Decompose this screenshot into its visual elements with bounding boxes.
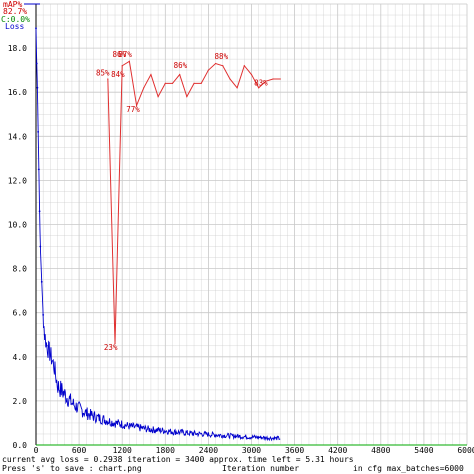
- map-point: [150, 73, 152, 76]
- x-tick-labels: 0 600 1200 1800 2400 3000 3600 4200 4800 5400 6000: [34, 446, 474, 455]
- map-point: [236, 87, 238, 89]
- y-tick-label: 6.0: [13, 309, 28, 318]
- y-tick-label: 8.0: [13, 265, 28, 274]
- map-point: [229, 78, 231, 80]
- loss-point: [35, 62, 38, 65]
- map-point: [186, 96, 188, 98]
- loss-point: [36, 86, 39, 89]
- map-point: [121, 65, 123, 67]
- x-tick-label: 1800: [156, 446, 175, 455]
- map-point: [128, 60, 130, 62]
- status-line-max-batches: in cfg max_batches=6000: [353, 464, 464, 473]
- x-tick-label: 4200: [328, 446, 347, 455]
- map-point: [200, 82, 202, 84]
- loss-point: [45, 344, 48, 347]
- x-tick-label: 1200: [113, 446, 132, 455]
- map-point: [222, 65, 224, 67]
- x-tick-label: 5400: [414, 446, 433, 455]
- map-annotation-label: 85%: [96, 69, 110, 78]
- loss-series: [35, 27, 281, 442]
- y-tick-label: 18.0: [8, 44, 27, 53]
- y-tick-label: 16.0: [8, 88, 27, 97]
- axes: [35, 4, 467, 446]
- map-point: [279, 78, 281, 80]
- loss-line: [35, 28, 281, 442]
- map-point: [171, 82, 174, 84]
- map-point: [114, 342, 116, 345]
- status-line-current: current avg loss = 0.2938 iteration = 34…: [2, 455, 354, 464]
- y-tick-label: 10.0: [8, 221, 27, 230]
- map-annotation-label: 83%: [254, 79, 268, 88]
- y-tick-label: 12.0: [8, 176, 27, 185]
- map-annotation-label: 88%: [215, 52, 229, 61]
- map-point: [250, 73, 253, 76]
- map-annotation-label: 84%: [111, 70, 125, 79]
- map-annotation-label: 86%: [174, 61, 188, 70]
- map-point: [265, 80, 267, 82]
- grid-lines: [35, 3, 468, 446]
- map-annotation-label: 86%: [113, 50, 127, 59]
- loss-point: [37, 130, 40, 133]
- map-annotations: 85% 84%23%87%86%77%86%88%83%: [96, 50, 268, 352]
- map-point: [107, 78, 109, 80]
- y-tick-label: 14.0: [8, 132, 27, 141]
- loss-point: [42, 314, 45, 316]
- map-point: [193, 82, 195, 84]
- loss-point: [43, 333, 46, 336]
- legend-map-value: 82.7%: [3, 7, 27, 16]
- x-tick-label: 0: [34, 446, 39, 455]
- x-axis-label: Iteration number: [222, 464, 299, 473]
- map-point: [143, 87, 145, 89]
- map-annotation-label: 87%: [118, 50, 132, 59]
- y-tick-labels: 0.0 2.0 4.0 6.0 8.0 10.0 12.0 14.0 16.0 18.0: [8, 44, 27, 450]
- x-tick-label: 2400: [199, 446, 218, 455]
- map-annotation-label: 77%: [126, 105, 140, 114]
- x-tick-label: 4800: [371, 446, 390, 455]
- loss-point: [39, 245, 42, 248]
- x-tick-label: 600: [72, 446, 87, 455]
- legend-c-label: C:0.0%: [1, 15, 30, 24]
- x-tick-label: 3000: [242, 446, 261, 455]
- y-tick-label: 2.0: [13, 397, 28, 406]
- legend-loss-label: Loss: [5, 22, 24, 31]
- map-annotation-label: 23%: [104, 343, 118, 352]
- map-series: [107, 60, 281, 345]
- map-point: [214, 62, 217, 65]
- legend-map-label: mAP%: [3, 0, 22, 9]
- loss-point: [35, 27, 37, 30]
- map-point: [164, 82, 166, 84]
- map-point: [207, 69, 209, 71]
- map-point: [243, 65, 245, 67]
- y-tick-label: 4.0: [13, 353, 28, 362]
- map-point: [157, 96, 159, 98]
- map-point: [135, 104, 138, 107]
- loss-point: [37, 168, 40, 171]
- loss-point: [38, 210, 41, 213]
- map-point: [272, 78, 274, 80]
- status-line-save-hint: Press 's' to save : chart.png: [2, 464, 142, 473]
- map-point: [179, 73, 181, 76]
- x-tick-label: 3600: [285, 446, 304, 455]
- x-tick-label: 6000: [457, 446, 474, 455]
- loss-point: [40, 280, 43, 283]
- y-tick-label: 0.0: [13, 441, 28, 450]
- map-point: [258, 87, 260, 89]
